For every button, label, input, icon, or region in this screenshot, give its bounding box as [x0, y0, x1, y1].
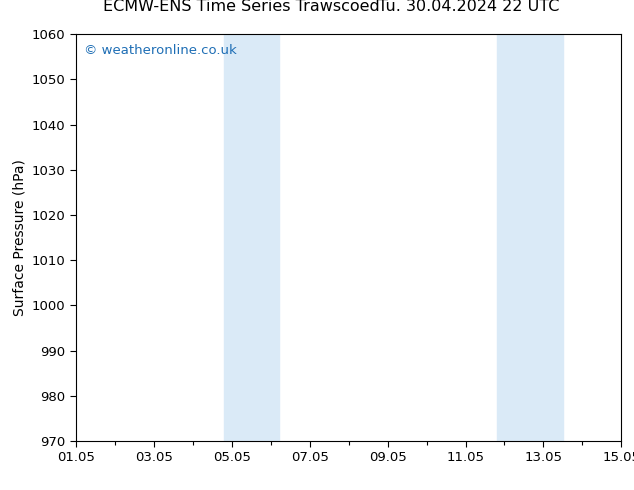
Bar — [224, 34, 278, 441]
Text: Tu. 30.04.2024 22 UTC: Tu. 30.04.2024 22 UTC — [378, 0, 560, 14]
Text: ECMW-ENS Time Series Trawscoed: ECMW-ENS Time Series Trawscoed — [103, 0, 379, 14]
Y-axis label: Surface Pressure (hPa): Surface Pressure (hPa) — [12, 159, 27, 316]
Bar — [496, 34, 563, 441]
Text: © weatheronline.co.uk: © weatheronline.co.uk — [84, 45, 237, 57]
